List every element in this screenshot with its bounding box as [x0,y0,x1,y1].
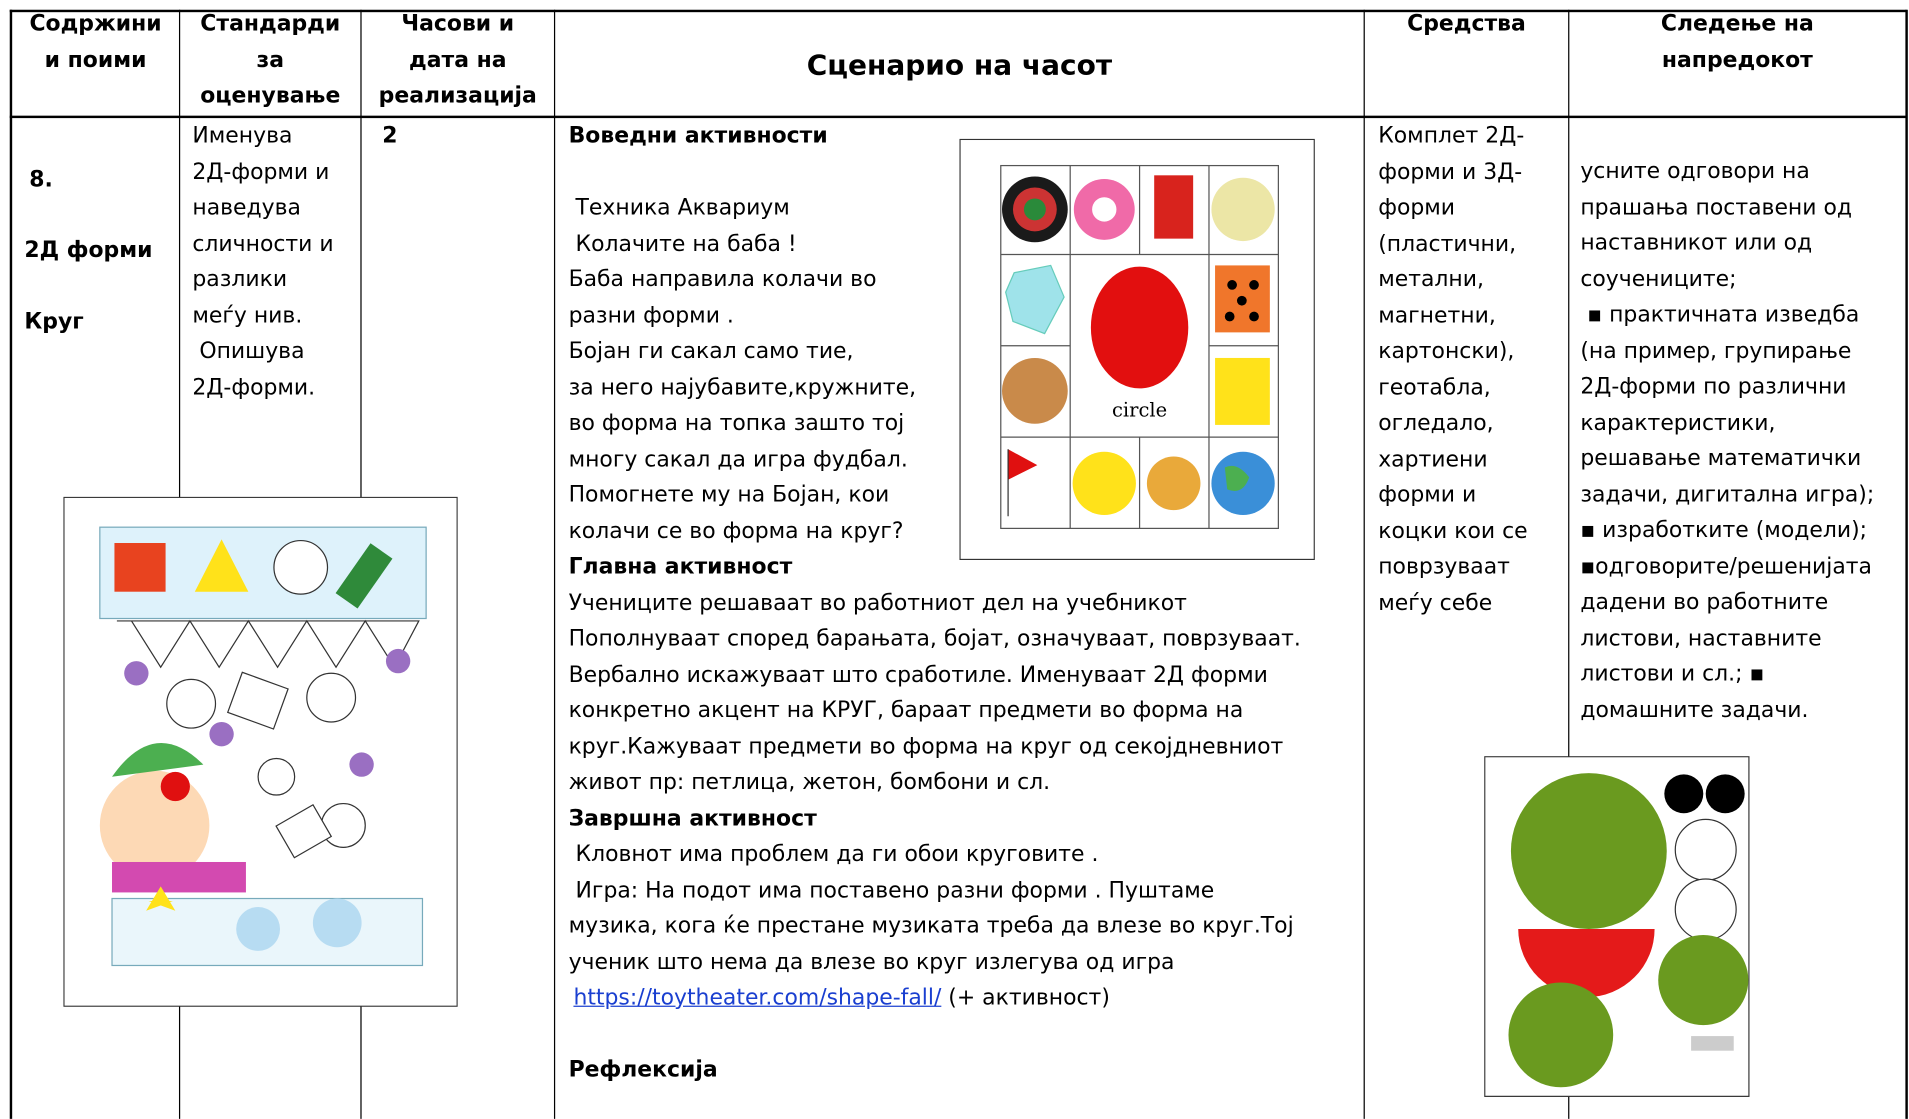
standard-line: Опишува [192,338,305,365]
scenario-line: во форма на топка зашто тој [568,410,905,436]
scenario-line: Колачите на баба ! [568,230,797,257]
progress-line: карактеристики, [1580,409,1776,436]
scenario-line: живот пр: петлица, жетон, бомбони и сл. [568,769,1051,796]
header-cell: Средства [1407,10,1526,37]
border [9,115,1907,119]
standard-line: Именува [192,122,293,149]
progress-line: соучениците; [1580,266,1737,292]
progress-line: листови, наставните [1580,625,1822,651]
progress-line: прашања поставени од [1580,194,1853,220]
resource-line: Комплет 2Д- [1378,122,1525,149]
border [9,9,1907,13]
resource-line: форми и 3Д- [1378,158,1523,185]
picture-label: circle [1112,398,1167,421]
progress-line: ▪ изработките (модели); [1580,517,1868,544]
border [1363,9,1365,1119]
lesson-number: 8. [29,166,53,193]
progress-line: домашните задачи. [1580,697,1809,723]
resource-line: форми [1378,194,1456,221]
scenario-line: ученик што нема да влезе во круг излегув… [568,949,1175,975]
standard-line: разлики [192,266,288,293]
scenario-line: многу сакал да игра фудбал. [568,446,908,472]
header-cell: Часови и [401,10,515,37]
scenario-line: Игра: На подот има поставено разни форми… [568,877,1215,903]
resource-line: поврзуваат [1378,553,1510,580]
resource-line: форми и [1378,482,1477,508]
header-cell: реализација [378,82,537,109]
scenario-line: Учениците решаваат во работниот дел на у… [568,589,1187,616]
resource-line: огледало, [1378,410,1494,436]
link-suffix: (+ активност) [941,984,1110,1011]
scenario-line: колачи се во форма на круг? [568,518,904,544]
scenario-line: конкретно акцент на КРУГ, бараат предмет… [568,697,1244,724]
progress-line: ▪ практичната изведба [1580,301,1860,328]
header-cell: оценување [200,82,341,109]
border [9,9,13,1119]
progress-line: наставникот или од [1580,230,1813,256]
resource-line: картонски), [1378,338,1515,365]
section-heading: Воведни активности [568,122,828,149]
standard-line: сличности и [192,230,334,257]
scenario-line: за него најубавите,кружните, [568,374,917,400]
resource-line: меѓу себе [1378,589,1493,616]
scenario-line: разни форми . [568,302,734,329]
standard-line: меѓу нив. [192,302,303,329]
border [553,9,556,1119]
scenario-line: Вербално искажуваат што сработиле. Имену… [568,661,1268,688]
circles-picture [1484,756,1750,1097]
resource-line: хартиени [1378,446,1488,472]
progress-line: дадени во работните [1580,589,1829,615]
header-cell: за [256,46,285,73]
progress-line: задачи, дигитална игра); [1580,481,1875,508]
hours: 2 [382,122,398,149]
border [1905,9,1908,1119]
progress-line: ▪одговорите/решенијата [1580,553,1872,579]
header-cell: дата на [409,46,507,73]
header-cell: Содржини [29,10,162,37]
progress-line: (на пример, групирање [1580,337,1852,364]
progress-line: усните одговори на [1580,158,1810,184]
standard-line: 2Д-форми. [192,374,316,400]
scenario-line: круг.Кажуваат предмети во форма на круг … [568,733,1284,760]
progress-line: листови и сл.; ▪ [1580,661,1765,687]
clown-picture [63,496,458,1007]
resource-line: метални, [1378,266,1484,293]
progress-line: 2Д-форми по различни [1580,373,1847,400]
lesson-topic: 2Д форми [24,237,153,263]
progress-line: решавање математички [1580,445,1862,472]
scenario-line: музика, кога ќе престане музиката треба … [568,913,1294,939]
section-heading: Главна активност [568,553,793,580]
header-cell: и поими [44,46,147,73]
section-heading: Завршна активност [568,805,817,831]
link-line: https://toytheater.com/shape-fall/ (+ ак… [573,980,1109,1017]
header-cell: Следење на [1660,10,1814,37]
scenario-line: Баба направила колачи во [568,266,877,293]
lesson-subtopic: Круг [24,309,84,335]
resource-line: магнетни, [1378,302,1496,329]
resource-line: (пластични, [1378,230,1517,257]
standard-line: наведува [192,194,301,221]
scenario-line: Техника Аквариум [568,194,790,221]
scenario-line: Бојан ги сакал само тие, [568,338,854,365]
header-cell: напредокот [1661,46,1813,73]
scenario-line: Помогнете му на Бојан, кои [568,482,890,508]
standard-line: 2Д-форми и [192,158,330,185]
shapes-picture: circle [959,138,1315,561]
scenario-line: Кловнот има проблем да ги обои круговите… [568,841,1099,867]
scenario-line: Пополнуваат според барањата, бојат, озна… [568,625,1301,652]
section-heading: Рефлексија [568,1056,718,1083]
link[interactable]: https://toytheater.com/shape-fall/ [573,984,942,1011]
resource-line: геотабла, [1378,374,1491,400]
header-cell: Стандарди [200,10,341,37]
header-title: Сценарио на часот [806,49,1113,82]
resource-line: коцки кои се [1378,518,1528,544]
border [1568,9,1570,1119]
